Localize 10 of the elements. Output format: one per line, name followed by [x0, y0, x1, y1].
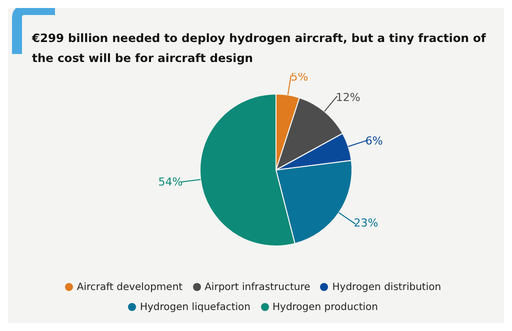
chart-title: €299 billion needed to deploy hydrogen aircraft, but a tiny fraction of the cost will be for aircraft design: [32, 30, 487, 67]
legend-label: Aircraft development: [76, 282, 183, 293]
legend-label: Hydrogen liquefaction: [140, 302, 250, 313]
data-label: 23%: [354, 216, 378, 230]
data-label: 6%: [365, 134, 383, 148]
legend-label: Hydrogen distribution: [332, 282, 442, 293]
legend-label: Airport infrastructure: [204, 282, 310, 293]
legend-label: Hydrogen production: [272, 302, 378, 313]
data-label: 12%: [336, 91, 360, 104]
data-label: 54%: [158, 175, 183, 188]
